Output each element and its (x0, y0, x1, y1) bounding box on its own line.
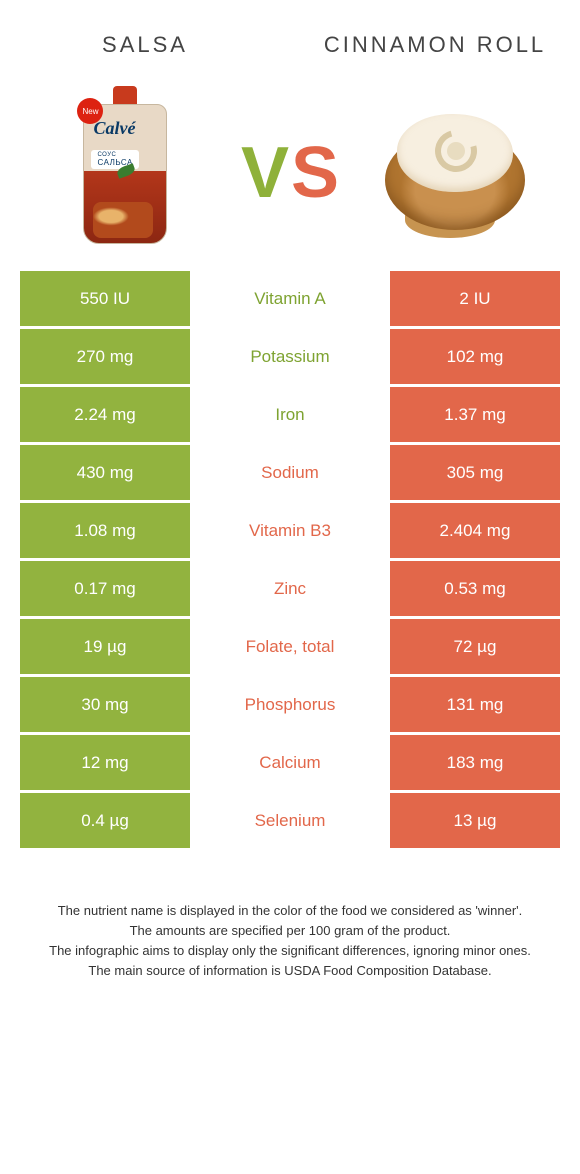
table-row: 19 µgFolate, total72 µg (20, 619, 560, 674)
nutrient-right-value: 1.37 mg (390, 387, 560, 442)
cinnamon-roll-image (339, 108, 570, 238)
nutrient-left-value: 2.24 mg (20, 387, 190, 442)
nutrient-name: Potassium (190, 329, 390, 384)
nutrient-name: Sodium (190, 445, 390, 500)
nutrient-left-value: 1.08 mg (20, 503, 190, 558)
nutrient-right-value: 102 mg (390, 329, 560, 384)
footnote-line: The nutrient name is displayed in the co… (30, 901, 550, 921)
nutrient-right-value: 2 IU (390, 271, 560, 326)
salsa-image: New Calvé СОУС САЛЬСА (10, 98, 241, 248)
vs-label: VS (241, 132, 339, 214)
nutrient-name: Iron (190, 387, 390, 442)
table-row: 550 IUVitamin A2 IU (20, 271, 560, 326)
vs-s: S (291, 132, 339, 214)
nutrient-right-value: 2.404 mg (390, 503, 560, 558)
salsa-pouch-icon: New Calvé СОУС САЛЬСА (75, 98, 175, 248)
nutrient-name: Selenium (190, 793, 390, 848)
table-row: 430 mgSodium305 mg (20, 445, 560, 500)
header-row: Salsa Cinnamon roll (0, 0, 580, 90)
nutrient-name: Folate, total (190, 619, 390, 674)
footnotes: The nutrient name is displayed in the co… (30, 901, 550, 982)
table-row: 1.08 mgVitamin B32.404 mg (20, 503, 560, 558)
nutrient-right-value: 72 µg (390, 619, 560, 674)
nutrient-left-value: 12 mg (20, 735, 190, 790)
nutrient-name: Calcium (190, 735, 390, 790)
nutrient-left-value: 430 mg (20, 445, 190, 500)
nutrient-table: 550 IUVitamin A2 IU270 mgPotassium102 mg… (20, 268, 560, 851)
infographic-container: Salsa Cinnamon roll New Calvé СОУС САЛЬС… (0, 0, 580, 982)
cinnamon-roll-icon (375, 108, 535, 238)
nutrient-right-value: 0.53 mg (390, 561, 560, 616)
table-row: 0.17 mgZinc0.53 mg (20, 561, 560, 616)
images-row: New Calvé СОУС САЛЬСА VS (0, 90, 580, 268)
footnote-line: The infographic aims to display only the… (30, 941, 550, 961)
header-right-title: Cinnamon roll (290, 32, 580, 58)
nutrient-table-body: 550 IUVitamin A2 IU270 mgPotassium102 mg… (20, 271, 560, 848)
nutrient-left-value: 0.4 µg (20, 793, 190, 848)
nutrient-name: Phosphorus (190, 677, 390, 732)
table-row: 30 mgPhosphorus131 mg (20, 677, 560, 732)
nutrient-right-value: 13 µg (390, 793, 560, 848)
nutrient-right-value: 183 mg (390, 735, 560, 790)
table-row: 0.4 µgSelenium13 µg (20, 793, 560, 848)
nutrient-right-value: 131 mg (390, 677, 560, 732)
header-left-title: Salsa (0, 32, 290, 58)
nutrient-left-value: 19 µg (20, 619, 190, 674)
nutrient-name: Vitamin B3 (190, 503, 390, 558)
pouch-brand-text: Calvé (93, 118, 135, 139)
nutrient-left-value: 270 mg (20, 329, 190, 384)
nutrient-name: Zinc (190, 561, 390, 616)
vs-v: V (241, 132, 289, 214)
footnote-line: The amounts are specified per 100 gram o… (30, 921, 550, 941)
nutrient-left-value: 550 IU (20, 271, 190, 326)
nutrient-left-value: 0.17 mg (20, 561, 190, 616)
nutrient-right-value: 305 mg (390, 445, 560, 500)
table-row: 12 mgCalcium183 mg (20, 735, 560, 790)
nutrient-left-value: 30 mg (20, 677, 190, 732)
nutrient-name: Vitamin A (190, 271, 390, 326)
table-row: 2.24 mgIron1.37 mg (20, 387, 560, 442)
table-row: 270 mgPotassium102 mg (20, 329, 560, 384)
footnote-line: The main source of information is USDA F… (30, 961, 550, 981)
